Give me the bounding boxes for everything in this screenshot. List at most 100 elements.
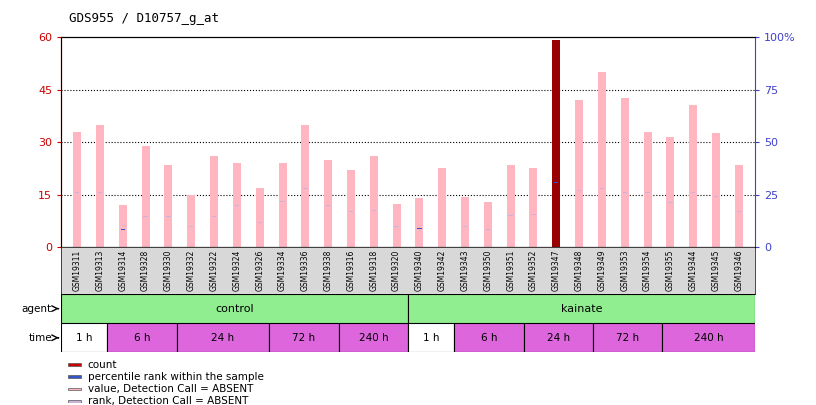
Bar: [531, 214, 535, 215]
Text: GSM19352: GSM19352: [529, 250, 538, 291]
Bar: [278, 163, 286, 247]
Text: time: time: [29, 333, 52, 343]
Bar: [68, 375, 81, 378]
Bar: [68, 400, 81, 403]
Text: GSM19340: GSM19340: [415, 250, 424, 291]
Bar: [417, 228, 422, 229]
Text: GSM19322: GSM19322: [210, 250, 219, 291]
Bar: [440, 217, 445, 218]
Bar: [73, 132, 81, 247]
Text: GSM19320: GSM19320: [392, 250, 401, 291]
Bar: [712, 133, 720, 247]
Bar: [455, 323, 524, 352]
Bar: [339, 323, 408, 352]
Bar: [347, 170, 355, 247]
Bar: [645, 192, 650, 193]
Bar: [392, 204, 401, 247]
Bar: [438, 168, 446, 247]
Text: 1 h: 1 h: [76, 333, 92, 343]
Bar: [96, 125, 104, 247]
Bar: [461, 196, 469, 247]
Text: GSM19316: GSM19316: [347, 250, 356, 291]
Bar: [737, 211, 741, 212]
Text: 240 h: 240 h: [358, 333, 388, 343]
Bar: [735, 165, 743, 247]
Text: percentile rank within the sample: percentile rank within the sample: [87, 372, 264, 382]
Bar: [623, 192, 627, 193]
Bar: [258, 222, 262, 223]
Text: GSM19318: GSM19318: [370, 250, 379, 291]
Bar: [508, 215, 513, 216]
Bar: [690, 105, 697, 247]
Text: GSM19311: GSM19311: [73, 250, 82, 291]
Text: 72 h: 72 h: [292, 333, 316, 343]
Text: GSM19332: GSM19332: [187, 250, 196, 291]
Bar: [577, 190, 581, 191]
Bar: [121, 229, 125, 230]
Text: GSM19334: GSM19334: [278, 250, 287, 291]
Bar: [68, 363, 81, 366]
Text: count: count: [87, 360, 117, 370]
Text: GSM19342: GSM19342: [437, 250, 446, 291]
Text: GSM19338: GSM19338: [324, 250, 333, 291]
Text: 1 h: 1 h: [423, 333, 439, 343]
Bar: [486, 229, 490, 230]
Text: GSM19354: GSM19354: [643, 250, 652, 291]
Bar: [370, 156, 378, 247]
Bar: [255, 188, 264, 247]
Text: GSM19346: GSM19346: [734, 250, 743, 291]
Bar: [165, 165, 172, 247]
Text: GSM19350: GSM19350: [483, 250, 492, 291]
Text: GSM19343: GSM19343: [460, 250, 469, 291]
Text: GSM19351: GSM19351: [506, 250, 515, 291]
Text: 24 h: 24 h: [211, 333, 235, 343]
Text: rank, Detection Call = ABSENT: rank, Detection Call = ABSENT: [87, 396, 248, 405]
Text: GSM19328: GSM19328: [141, 250, 150, 291]
Text: GSM19355: GSM19355: [666, 250, 675, 291]
Bar: [408, 294, 755, 323]
Bar: [530, 168, 538, 247]
Bar: [463, 226, 468, 227]
Text: GSM19347: GSM19347: [552, 250, 561, 291]
Bar: [177, 323, 269, 352]
Bar: [303, 188, 308, 189]
Bar: [108, 323, 177, 352]
Text: 6 h: 6 h: [481, 333, 497, 343]
Bar: [600, 188, 604, 189]
Bar: [324, 160, 332, 247]
Text: 24 h: 24 h: [547, 333, 570, 343]
Bar: [394, 226, 399, 227]
Bar: [233, 163, 241, 247]
Bar: [187, 195, 195, 247]
Text: GDS955 / D10757_g_at: GDS955 / D10757_g_at: [69, 12, 220, 25]
Bar: [371, 210, 376, 211]
Bar: [524, 323, 593, 352]
Bar: [507, 165, 515, 247]
Text: GSM19348: GSM19348: [574, 250, 583, 291]
Bar: [142, 146, 149, 247]
Bar: [415, 198, 424, 247]
Bar: [235, 205, 239, 206]
Text: GSM19324: GSM19324: [233, 250, 242, 291]
Text: GSM19336: GSM19336: [301, 250, 310, 291]
Text: GSM19349: GSM19349: [597, 250, 606, 291]
Bar: [714, 196, 718, 197]
Bar: [348, 211, 353, 212]
Bar: [98, 192, 102, 193]
Bar: [554, 182, 558, 183]
Text: GSM19314: GSM19314: [118, 250, 127, 291]
Text: 240 h: 240 h: [694, 333, 723, 343]
Bar: [281, 201, 285, 202]
Text: GSM19313: GSM19313: [95, 250, 104, 291]
Bar: [575, 100, 583, 247]
Text: control: control: [215, 304, 254, 313]
Bar: [667, 137, 674, 247]
Text: GSM19353: GSM19353: [620, 250, 629, 291]
Text: value, Detection Call = ABSENT: value, Detection Call = ABSENT: [87, 384, 253, 394]
Text: kainate: kainate: [561, 304, 602, 313]
Bar: [552, 40, 561, 247]
Bar: [75, 192, 79, 193]
Bar: [484, 202, 492, 247]
Bar: [210, 156, 218, 247]
Bar: [119, 205, 126, 247]
